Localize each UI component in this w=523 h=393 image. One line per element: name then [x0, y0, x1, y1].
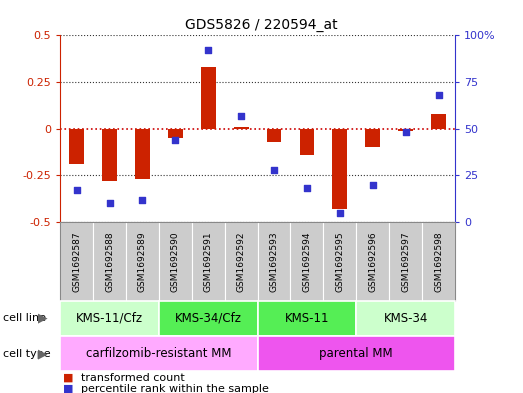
Text: KMS-11: KMS-11: [285, 312, 329, 325]
Bar: [398, 129, 413, 130]
Point: [303, 185, 311, 191]
Text: GSM1692587: GSM1692587: [72, 231, 81, 292]
Text: GSM1692594: GSM1692594: [302, 231, 311, 292]
Text: GSM1692595: GSM1692595: [335, 231, 344, 292]
Point: [336, 209, 344, 216]
Text: ■: ■: [63, 373, 73, 383]
Point: [270, 167, 278, 173]
Text: GSM1692588: GSM1692588: [105, 231, 114, 292]
Point: [369, 182, 377, 188]
Bar: [234, 127, 248, 129]
Point: [204, 47, 212, 53]
Text: GSM1692597: GSM1692597: [401, 231, 410, 292]
Point: [402, 129, 410, 136]
Text: carfilzomib-resistant MM: carfilzomib-resistant MM: [86, 347, 232, 360]
Text: GDS5826 / 220594_at: GDS5826 / 220594_at: [185, 18, 338, 32]
Text: cell line: cell line: [3, 313, 46, 323]
Bar: [168, 129, 183, 138]
Point: [138, 196, 146, 203]
Text: ▶: ▶: [38, 347, 48, 360]
Bar: [267, 129, 281, 142]
Point: [435, 92, 443, 98]
Point: [105, 200, 113, 207]
Text: GSM1692596: GSM1692596: [368, 231, 377, 292]
Bar: [300, 129, 314, 155]
Text: parental MM: parental MM: [320, 347, 393, 360]
Text: KMS-34/Cfz: KMS-34/Cfz: [175, 312, 242, 325]
Bar: [102, 129, 117, 181]
Bar: [135, 129, 150, 179]
Point: [237, 112, 245, 119]
Bar: [201, 67, 215, 129]
Text: GSM1692593: GSM1692593: [269, 231, 279, 292]
Bar: [366, 129, 380, 147]
Text: ■: ■: [63, 384, 73, 393]
Text: KMS-11/Cfz: KMS-11/Cfz: [76, 312, 143, 325]
Bar: [69, 129, 84, 164]
Text: GSM1692598: GSM1692598: [434, 231, 443, 292]
Point: [171, 137, 179, 143]
Bar: [431, 114, 446, 129]
Text: cell type: cell type: [3, 349, 50, 359]
Text: GSM1692590: GSM1692590: [171, 231, 180, 292]
Text: ▶: ▶: [38, 312, 48, 325]
Point: [72, 187, 81, 193]
Text: GSM1692591: GSM1692591: [204, 231, 213, 292]
Text: GSM1692589: GSM1692589: [138, 231, 147, 292]
Text: KMS-34: KMS-34: [383, 312, 428, 325]
Text: GSM1692592: GSM1692592: [236, 231, 246, 292]
Bar: [333, 129, 347, 209]
Text: transformed count: transformed count: [81, 373, 185, 383]
Text: percentile rank within the sample: percentile rank within the sample: [81, 384, 269, 393]
